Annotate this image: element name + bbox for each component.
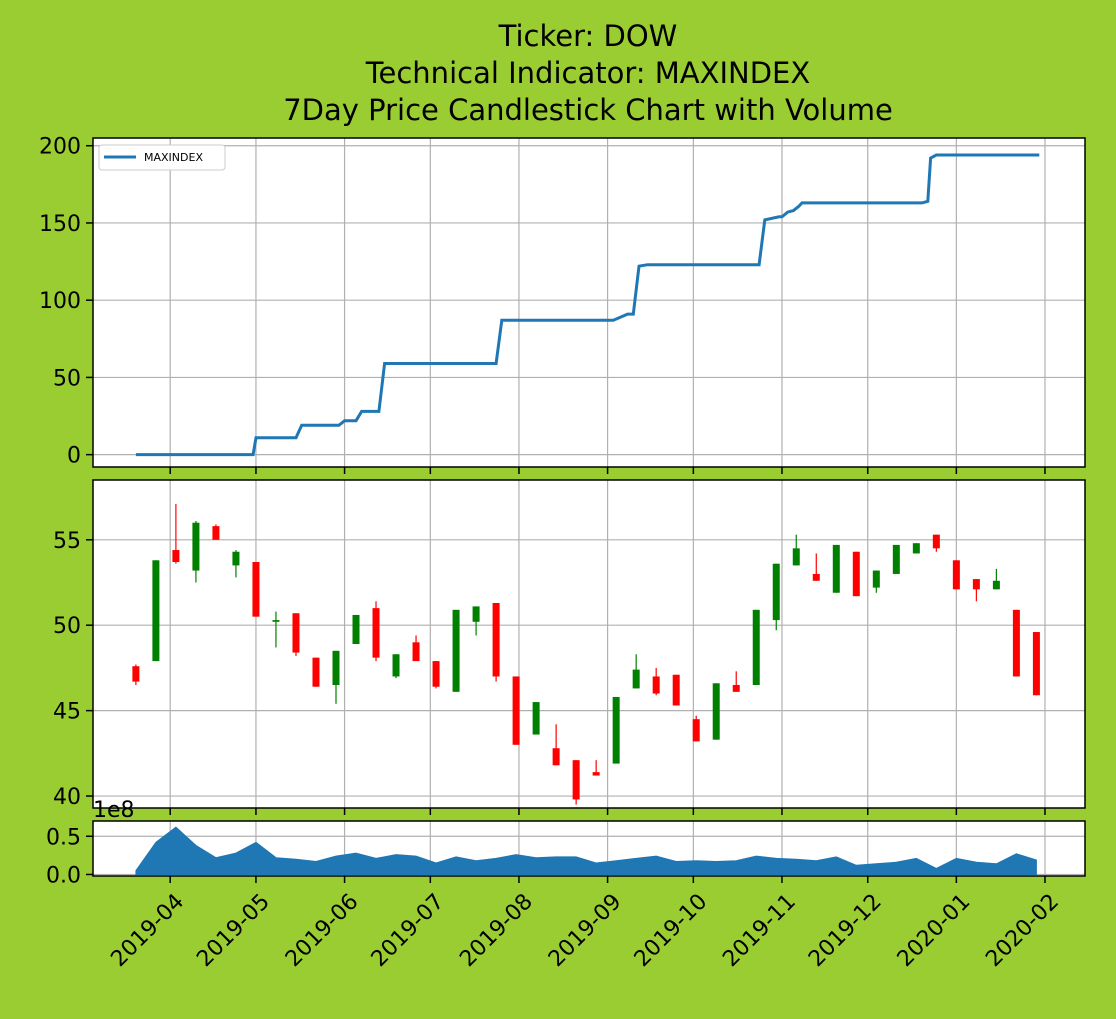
indicator-ytick-label-3: 150: [39, 212, 81, 237]
indicator-ytick-label-1: 50: [53, 366, 81, 391]
candle-body-27: [672, 674, 680, 706]
candle-body-44: [1012, 609, 1020, 677]
maxindex-line: [135, 153, 1040, 457]
x-tick-label-8: 2019-12: [804, 889, 887, 972]
x-tick-label-0: 2019-04: [107, 889, 190, 972]
x-tick-label-1: 2019-05: [192, 889, 275, 972]
x-axis: 2019-04 2019-05 2019-06 2019-07 2019-08 2019-…: [107, 889, 1064, 972]
legend-box: [98, 144, 226, 171]
candle-body-29: [712, 683, 720, 740]
x-tick-label-9: 2020-01: [893, 889, 976, 972]
candle-body-41: [952, 560, 960, 590]
candle-body-26: [652, 676, 660, 694]
volume-panel: 0.0 0.5 1e8: [46, 798, 1086, 888]
candle-body-37: [872, 570, 880, 588]
title-line-ticker: Ticker: DOW: [498, 19, 678, 53]
title-line-subtitle: 7Day Price Candlestick Chart with Volume: [283, 93, 893, 127]
candle-body-11: [352, 614, 360, 644]
candle-body-33: [792, 548, 800, 566]
candle-body-8: [292, 613, 300, 653]
candle-body-36: [852, 551, 860, 597]
volume-frame: [92, 820, 1086, 877]
volume-ytick-label-0: 0.0: [46, 863, 81, 888]
x-tick-label-7: 2019-11: [718, 889, 801, 972]
price-ytick-label-0: 40: [53, 785, 81, 810]
candle-body-40: [932, 534, 940, 549]
candle-body-21: [552, 748, 560, 766]
price-ytick-label-2: 50: [53, 614, 81, 639]
candle-body-30: [732, 685, 740, 692]
title-line-indicator: Technical Indicator: MAXINDEX: [365, 56, 811, 90]
candle-body-5: [232, 551, 240, 566]
candle-body-43: [992, 580, 1000, 590]
candle-body-34: [812, 573, 820, 581]
price-plot-area: [93, 480, 1085, 808]
legend-label: MAXINDEX: [144, 151, 203, 164]
candle-body-15: [432, 661, 440, 687]
indicator-ytick-label-2: 100: [39, 289, 81, 314]
candle-body-20: [532, 702, 540, 735]
candle-body-16: [452, 609, 460, 692]
candle-body-31: [752, 609, 760, 685]
x-tick-label-10: 2020-02: [981, 889, 1064, 972]
price-ytick-label-1: 45: [53, 700, 81, 725]
price-frame: [92, 479, 1086, 809]
price-panel: 40 45 50 55: [53, 479, 1086, 815]
indicator-ytick-label-0: 0: [67, 444, 81, 469]
candle-body-10: [332, 650, 340, 685]
candle-body-2: [172, 550, 180, 562]
candle-body-45: [1032, 632, 1040, 696]
candle-body-28: [692, 719, 700, 742]
candle-body-19: [512, 676, 520, 745]
volume-offset-label: 1e8: [93, 798, 135, 823]
x-tick-label-4: 2019-08: [455, 889, 538, 972]
candle-body-23: [592, 772, 600, 776]
indicator-panel: 0 50 100 150 200 MAXINDEX: [39, 135, 1086, 474]
x-tick-label-6: 2019-10: [630, 889, 713, 972]
volume-area: [135, 826, 1037, 875]
candle-body-24: [612, 696, 620, 764]
x-tick-label-3: 2019-07: [367, 889, 450, 972]
candle-body-42: [972, 579, 980, 590]
candle-body-39: [912, 543, 920, 554]
price-ytick-label-3: 55: [53, 529, 81, 554]
candle-body-9: [312, 657, 320, 687]
volume-ytick-label-1: 0.5: [46, 825, 81, 850]
indicator-legend: MAXINDEX: [98, 144, 226, 171]
candle-body-22: [572, 760, 580, 800]
candle-body-13: [392, 654, 400, 677]
chart-title: Ticker: DOW Technical Indicator: MAXINDE…: [283, 19, 893, 127]
candle-body-25: [632, 669, 640, 689]
x-tick-label-5: 2019-09: [544, 889, 627, 972]
candle-body-17: [472, 606, 480, 622]
indicator-ytick-label-4: 200: [39, 135, 81, 160]
indicator-plot-area: [93, 138, 1085, 467]
candle-body-6: [252, 562, 260, 617]
candle-body-32: [772, 563, 780, 621]
candle-body-3: [192, 522, 200, 571]
candle-body-1: [152, 560, 160, 662]
x-tick-label-2: 2019-06: [281, 889, 364, 972]
candle-body-7: [272, 620, 280, 622]
candle-body-0: [132, 666, 140, 682]
indicator-frame: [92, 137, 1086, 468]
candle-body-18: [492, 603, 500, 677]
candle-body-4: [212, 526, 220, 540]
candle-body-35: [832, 544, 840, 593]
candle-body-14: [412, 642, 420, 662]
candle-body-12: [372, 608, 380, 658]
candle-body-38: [892, 544, 900, 574]
